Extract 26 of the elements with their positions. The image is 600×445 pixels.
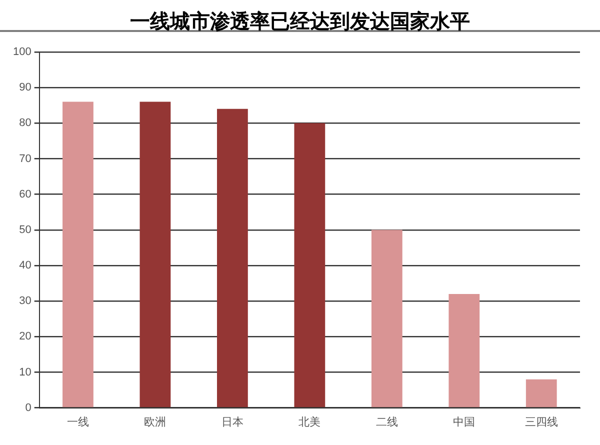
y-tick-label: 0: [25, 402, 32, 414]
chart-title: 一线城市渗透率已经达到发达国家水平: [0, 0, 600, 33]
x-tick-label: 中国: [453, 415, 476, 428]
y-tick-label: 50: [19, 224, 32, 236]
bar: [62, 102, 94, 408]
y-tick-label: 90: [19, 82, 32, 94]
y-tick-label: 60: [19, 188, 32, 200]
x-tick-label: 二线: [376, 415, 398, 428]
bar: [294, 123, 326, 408]
y-tick-label: 30: [19, 295, 32, 308]
x-tick-label: 一线: [66, 415, 89, 428]
y-tick-label: 70: [19, 152, 32, 165]
bar: [216, 108, 248, 408]
bar: [448, 294, 480, 408]
y-tick-label: 20: [19, 330, 32, 343]
y-tick-label: 10: [19, 366, 32, 378]
bar: [140, 102, 171, 408]
y-tick-label: 100: [12, 46, 32, 58]
y-tick-label: 80: [19, 117, 32, 130]
x-tick-label: 日本: [221, 415, 244, 428]
bar: [371, 230, 402, 408]
x-tick-label: 欧洲: [144, 415, 166, 428]
y-tick-label: 40: [19, 260, 32, 272]
bar: [526, 379, 557, 408]
x-tick-label: 北美: [298, 415, 321, 428]
x-tick-label: 三四线: [524, 415, 558, 428]
